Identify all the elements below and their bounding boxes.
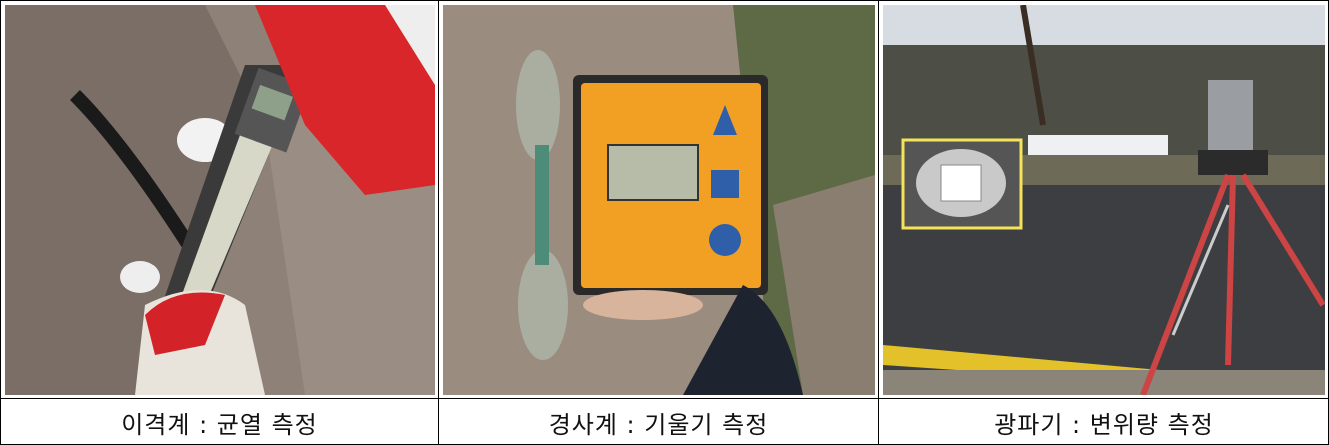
- total-station-photo: [883, 5, 1325, 395]
- photo-cell: [879, 1, 1329, 399]
- photo-cell: [439, 1, 879, 399]
- caption: 경사계 : 기울기 측정: [439, 399, 879, 445]
- caption: 광파기 : 변위량 측정: [879, 399, 1329, 445]
- caption: 이격계 : 균열 측정: [1, 399, 439, 445]
- photo-cell: [1, 1, 439, 399]
- caliper-photo: [5, 5, 435, 395]
- inclinometer-photo: [443, 5, 875, 395]
- photo-table: 이격계 : 균열 측정 경사계 : 기울기 측정 광파기 : 변위량 측정: [0, 0, 1329, 445]
